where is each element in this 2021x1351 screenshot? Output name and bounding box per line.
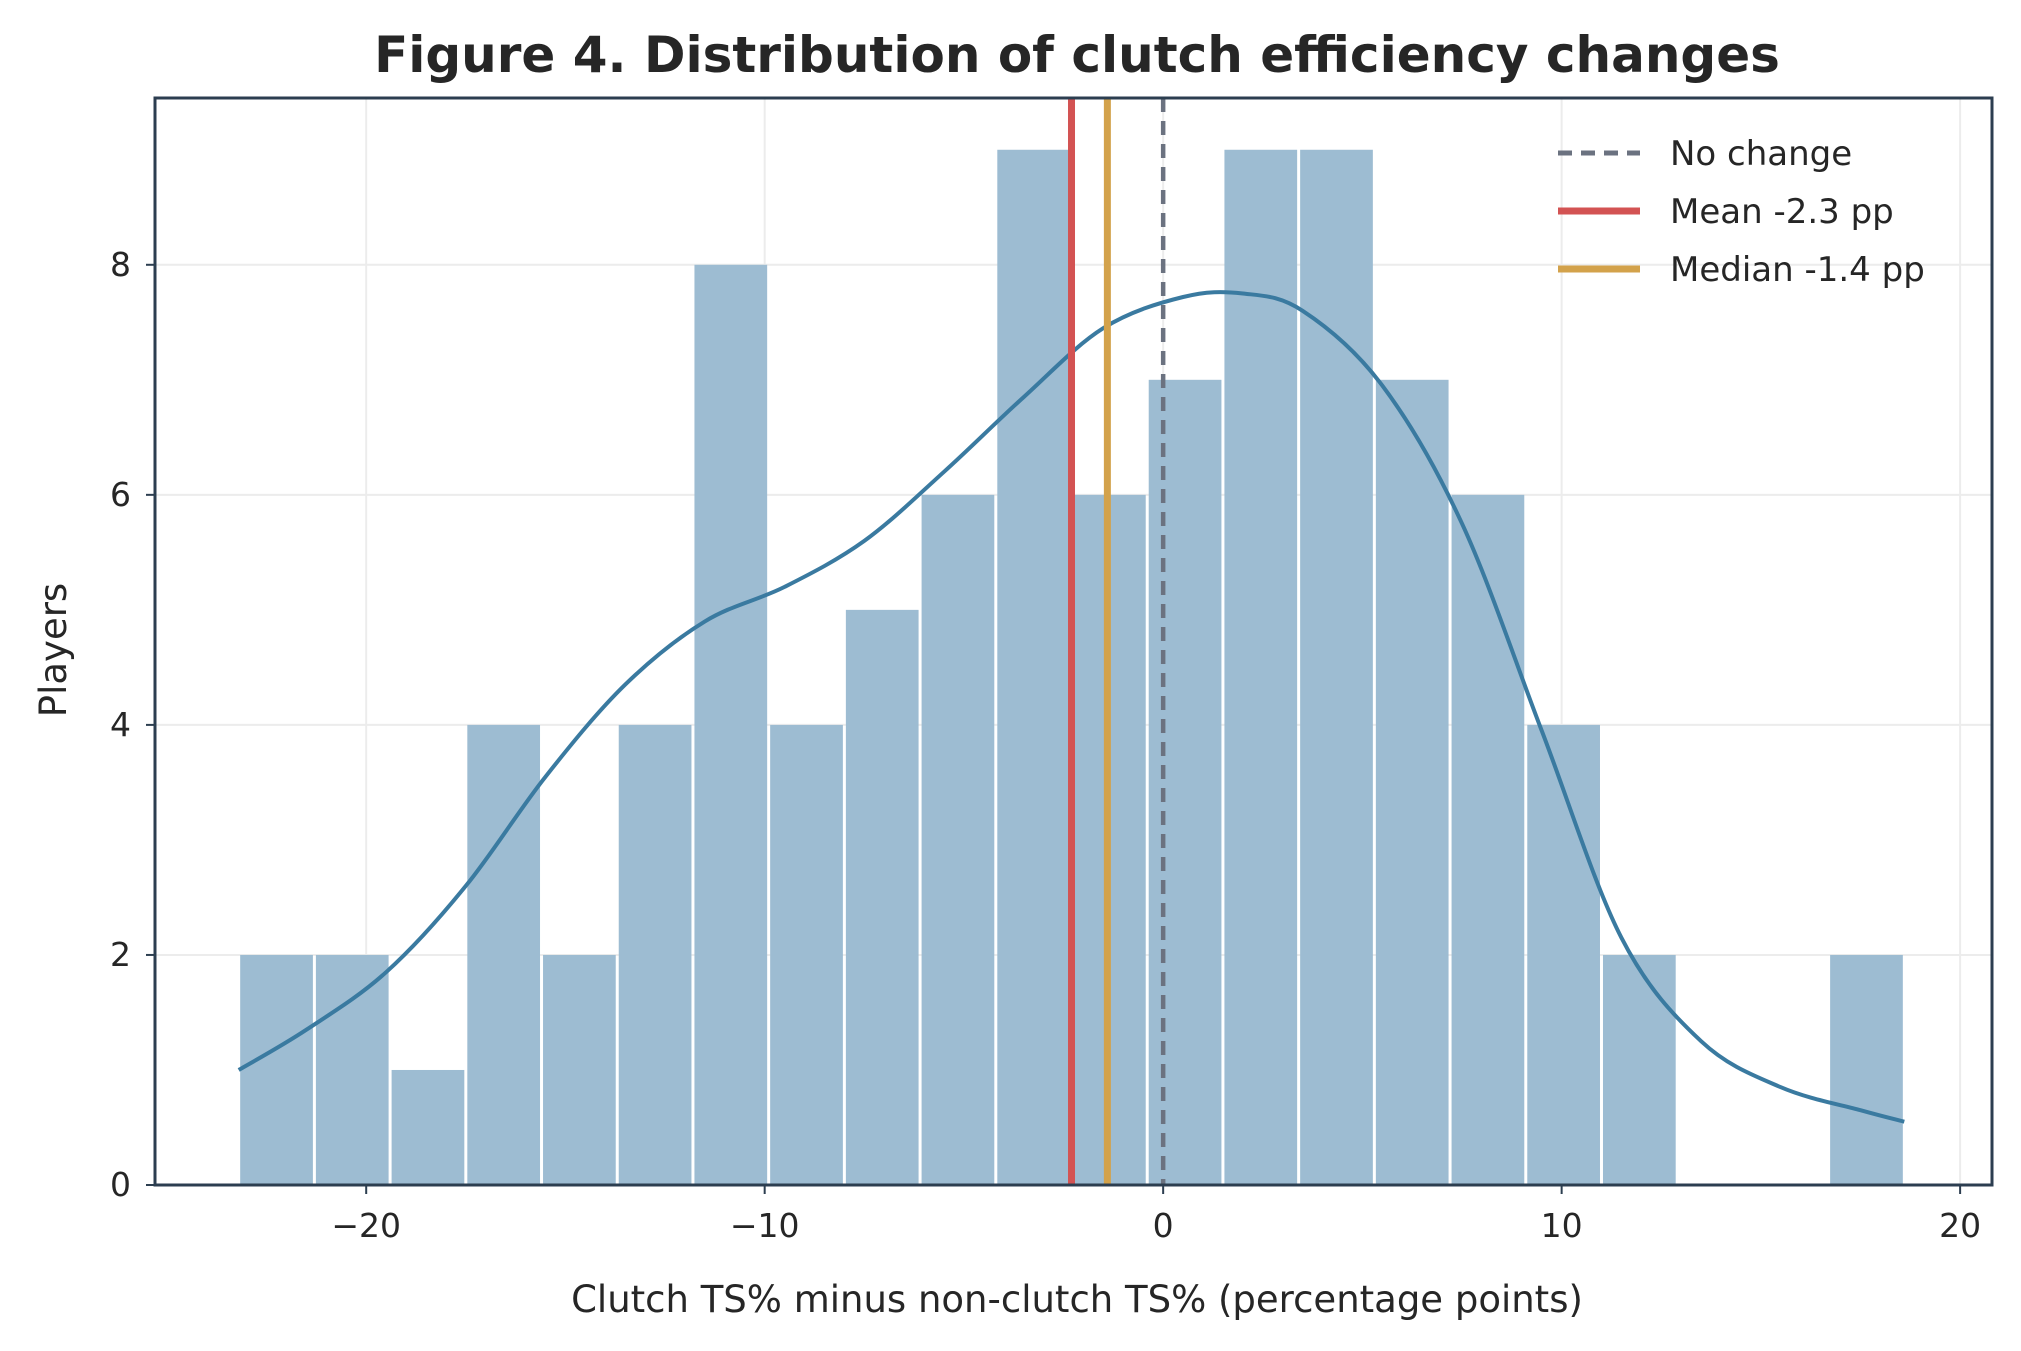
histogram-bar — [1300, 149, 1373, 1185]
histogram-bar — [694, 264, 768, 1186]
histogram-bar — [467, 724, 541, 1185]
plot-frame — [153, 96, 1994, 1187]
x-tick-label: −20 — [331, 1206, 401, 1245]
histogram-bar — [543, 954, 616, 1185]
y-tick-label: 6 — [110, 475, 131, 514]
x-tick-label: 20 — [1939, 1206, 1981, 1245]
legend-label: Mean -2.3 pp — [1670, 192, 1894, 232]
y-tick-label: 8 — [110, 245, 131, 284]
chart-title: Figure 4. Distribution of clutch efficie… — [374, 26, 1780, 84]
x-axis-label: Clutch TS% minus non-clutch TS% (percent… — [571, 1278, 1583, 1321]
histogram-bar — [997, 149, 1071, 1185]
histogram-bar — [1375, 379, 1449, 1185]
legend: No change Mean -2.3 pp Median -1.4 pp — [1558, 134, 1925, 290]
histogram-bar — [618, 724, 692, 1185]
x-tick-label: −10 — [730, 1206, 800, 1245]
histogram-bar — [315, 954, 389, 1185]
histogram-bar — [1830, 954, 1903, 1185]
histogram-bar — [921, 494, 995, 1185]
histogram-bar — [1527, 724, 1600, 1185]
x-tick-label: 10 — [1541, 1206, 1583, 1245]
histogram-bar — [1451, 494, 1525, 1185]
histogram-bar — [1602, 954, 1676, 1185]
x-tick-label: 0 — [1153, 1206, 1174, 1245]
y-tick-label: 0 — [110, 1165, 131, 1204]
legend-label: Median -1.4 pp — [1670, 250, 1925, 290]
histogram-bar — [240, 954, 313, 1185]
legend-label: No change — [1670, 134, 1852, 174]
plot-area: −20 −10 0 10 20 0 2 4 6 8 No change Mean -2.3 pp Med… — [110, 96, 1994, 1245]
histogram-bar — [1148, 379, 1222, 1185]
y-tick-label: 2 — [110, 935, 131, 974]
y-axis-label: Players — [32, 583, 75, 717]
y-tick-label: 4 — [110, 705, 131, 744]
histogram-bar — [845, 609, 919, 1185]
histogram-bar — [391, 1069, 465, 1185]
histogram-bar — [770, 724, 843, 1185]
histogram-bar — [1224, 149, 1298, 1185]
